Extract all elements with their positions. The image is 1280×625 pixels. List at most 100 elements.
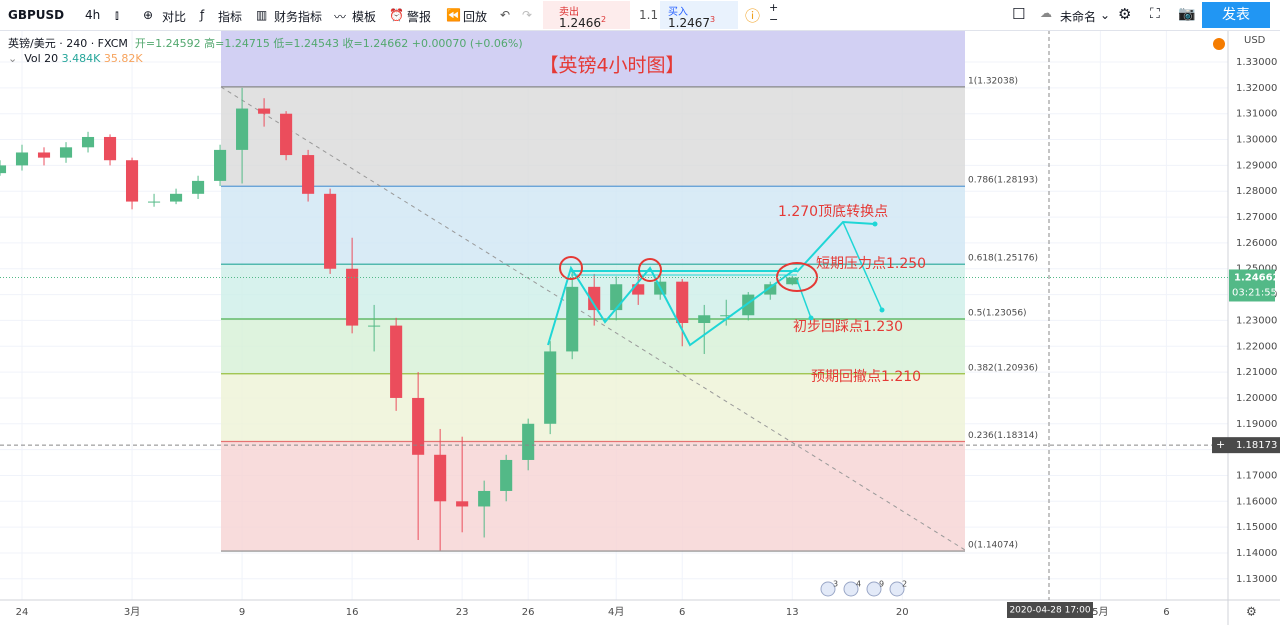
symbol[interactable]: GBPUSD [8, 8, 65, 22]
publish-button[interactable]: 发表 [1202, 2, 1270, 28]
marker-circle [559, 256, 583, 280]
currency: USD [1244, 35, 1266, 46]
fib-band [221, 86, 965, 187]
candle-body [192, 180, 205, 194]
collapse[interactable]: ⌄ [8, 52, 18, 65]
financial-icon[interactable]: ▥ [256, 8, 268, 22]
indicator-icon[interactable]: ƒ [200, 8, 205, 22]
event-count: 9 [879, 580, 884, 589]
y-tick-label: 1.14000 [1236, 548, 1277, 559]
x-tick-label: 24 [16, 607, 29, 618]
layout-icon[interactable]: ☐ [1012, 5, 1026, 23]
indicators[interactable]: 指标 [218, 10, 243, 24]
crosshair-tag [1212, 437, 1280, 454]
x-tick-label: 6 [1163, 607, 1169, 618]
compare-icon[interactable]: ⊕ [143, 8, 154, 22]
event-count: 4 [856, 580, 861, 589]
candle-body [522, 423, 535, 460]
marker-circle [638, 258, 662, 282]
price-tag [1229, 269, 1275, 302]
fib-label: 0.236(1.18314) [968, 431, 1038, 441]
alerts[interactable]: 警报 [407, 10, 432, 24]
compare[interactable]: 对比 [162, 10, 187, 24]
sell-label: 卖出 [559, 7, 579, 18]
arrow [842, 221, 883, 311]
candle-body [103, 136, 117, 161]
candle-body [280, 113, 293, 156]
x-tick-label: 4月 [608, 606, 624, 618]
fib-label: 0(1.14074) [968, 541, 1018, 551]
last-price: 1.24662 [1234, 272, 1280, 283]
candle-body [566, 286, 579, 352]
arrow-head [879, 307, 885, 313]
x-tick-label: 5月 [1092, 606, 1108, 618]
fullscreen[interactable]: ⛶ [1150, 6, 1160, 22]
fib-label: 0.618(1.25176) [968, 254, 1038, 264]
x-tick-label: 16 [346, 607, 359, 618]
ohlc: 开=1.24592 高=1.24715 低=1.24543 收=1.24662 … [134, 37, 523, 50]
x-tick-label: 9 [239, 607, 245, 618]
candle-body [544, 351, 557, 424]
qty-stepper[interactable]: + − [769, 1, 779, 26]
replay[interactable]: 回放 [463, 10, 488, 24]
arrow [796, 279, 812, 319]
x-tick-label: 26 [522, 607, 535, 618]
fib-band [221, 441, 965, 552]
candle-body [214, 149, 227, 181]
fib-label: 1(1.32038) [968, 76, 1018, 86]
y-tick-label: 1.17000 [1236, 470, 1277, 481]
y-tick-label: 1.22000 [1236, 341, 1277, 352]
candle-body [125, 160, 139, 202]
candle-icon[interactable]: ⫾ [115, 8, 119, 22]
candle-body [588, 286, 601, 311]
y-tick-label: 1.19000 [1236, 419, 1277, 430]
volume-b: 35.82K [103, 52, 143, 65]
dropdown[interactable]: ⌄ [1100, 8, 1111, 22]
info-icon[interactable]: ⓘ [745, 7, 761, 25]
y-tick-label: 1.31000 [1236, 109, 1277, 120]
buy-label: 买入 [668, 7, 688, 18]
countdown: 03:21:55 [1232, 287, 1277, 298]
event-count: 3 [833, 580, 838, 589]
event-badge [866, 581, 882, 597]
y-tick-label: 1.27000 [1236, 212, 1277, 223]
candle-body [346, 268, 359, 326]
spread: 1.1 [639, 8, 659, 22]
buy-price: 1.2467 [668, 16, 710, 30]
snapshot[interactable]: 📷 [1178, 6, 1196, 22]
candle-body [434, 454, 447, 502]
fib-label: 0.786(1.28193) [968, 176, 1038, 186]
fib-band [221, 373, 965, 442]
y-tick-label: 1.21000 [1236, 367, 1277, 378]
candle-body [170, 193, 183, 202]
alert-dot [1213, 38, 1225, 50]
buy-sup: 3 [710, 15, 716, 24]
legend: 英镑/美元 · 240 · FXCM 开=1.24592 高=1.24715 低… [8, 35, 523, 69]
replay-icon[interactable]: ⏪ [446, 8, 461, 22]
buy-button[interactable]: 买入 1.24673 [660, 1, 738, 30]
event-badge [843, 581, 859, 597]
fib-label: 0.5(1.23056) [968, 308, 1027, 318]
crosshair-price: 1.18173 [1236, 440, 1277, 451]
redo[interactable]: ↷ [522, 8, 533, 22]
undo[interactable]: ↶ [500, 8, 511, 22]
x-tick-label: 13 [786, 607, 799, 618]
x-tick-label: 6 [679, 607, 685, 618]
layout-name[interactable]: 未命名 [1060, 10, 1097, 24]
candle-body [764, 284, 777, 295]
interval[interactable]: 4h [85, 8, 101, 22]
cloud-icon[interactable]: ☁ [1040, 6, 1052, 20]
candle-body [15, 152, 29, 166]
template-icon[interactable]: 〰 [334, 10, 347, 24]
candle-body [302, 155, 315, 194]
templates[interactable]: 模板 [352, 10, 377, 24]
annotation: 初步回踩点1.230 [793, 318, 903, 335]
settings[interactable]: ⚙ [1118, 5, 1132, 23]
sell-button[interactable]: 卖出 1.24662 [543, 1, 630, 30]
alert-icon[interactable]: ⏰ [389, 8, 404, 22]
candle-body [0, 165, 7, 174]
financials[interactable]: 财务指标 [274, 10, 323, 24]
candle-body [456, 501, 469, 507]
volume-a: 3.484K [61, 52, 101, 65]
